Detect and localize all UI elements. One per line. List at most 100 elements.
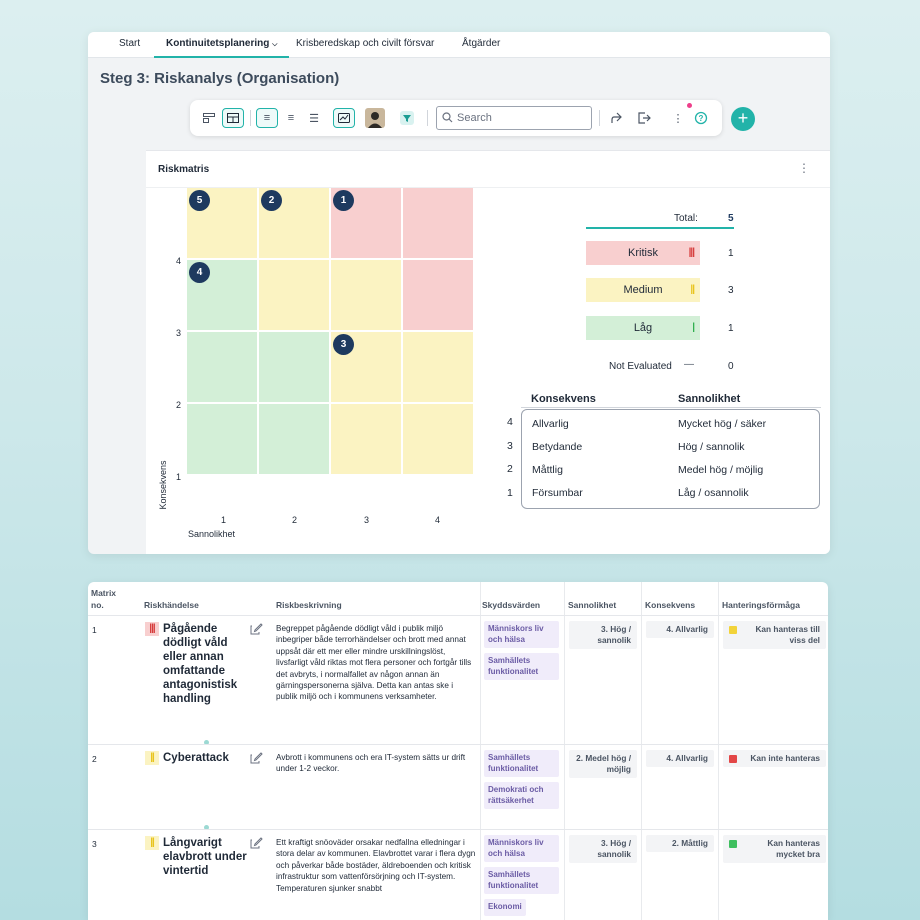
share-icon[interactable] — [606, 108, 628, 128]
search-input[interactable]: Search — [436, 106, 592, 130]
panel-title: Riskmatris — [158, 164, 210, 175]
y-tick-4: 4 — [176, 256, 182, 266]
nav-start[interactable]: Start — [119, 38, 141, 49]
filter-icon[interactable] — [396, 108, 418, 128]
matrix-cell[interactable] — [187, 332, 257, 402]
header-hanteringsformaga[interactable]: Hanteringsförmåga — [722, 600, 800, 610]
legend-lag-count: 1 — [728, 323, 734, 334]
scale-num-3: 3 — [507, 440, 513, 452]
matrix-cell[interactable] — [403, 404, 473, 474]
legend-lag[interactable]: Låg | — [586, 316, 700, 340]
legend-lag-bars: | — [692, 322, 695, 333]
skyddsvarde-tag: Ekonomi — [484, 899, 526, 916]
row-number: 3 — [92, 839, 97, 849]
card-view-icon[interactable] — [198, 108, 220, 128]
scale-konsekvens-2: Måttlig — [532, 464, 563, 476]
matrix-cell[interactable] — [331, 260, 401, 330]
skyddsvarde-tag: Demokrati och rättsäkerhet — [484, 782, 559, 809]
legend-kritisk[interactable]: Kritisk ||| — [586, 241, 700, 265]
col-divider — [564, 582, 565, 920]
matrix-cell[interactable] — [259, 404, 329, 474]
legend-lag-label: Låg — [633, 322, 653, 334]
hanteringsformaga-value: Kan hanteras mycket bra — [723, 835, 826, 863]
x-tick-4: 4 — [435, 515, 441, 525]
toolbar-separator — [250, 110, 251, 126]
nav-krisberedskap[interactable]: Krisberedskap och civilt försvar — [296, 38, 435, 49]
risk-marker[interactable]: 5 — [189, 190, 210, 211]
header-matrix-label: Matrix — [91, 588, 117, 598]
skyddsvarde-tag: Samhällets funktionalitet — [484, 867, 559, 894]
chevron-down-icon: ⌵ — [272, 41, 278, 48]
konsekvens-value: 4. Allvarlig — [646, 750, 714, 767]
x-tick-2: 2 — [292, 515, 298, 525]
header-riskhandelse[interactable]: Riskhändelse — [144, 600, 199, 610]
matrix-cell[interactable] — [259, 260, 329, 330]
edit-icon[interactable] — [250, 752, 263, 764]
matrix-cell[interactable] — [403, 332, 473, 402]
matrix-cell[interactable] — [187, 404, 257, 474]
legend-medium-count: 3 — [728, 285, 734, 296]
row-number: 1 — [92, 625, 97, 635]
header-matrix-no[interactable]: Matrix no. — [91, 587, 116, 611]
table-view-icon[interactable] — [222, 108, 244, 128]
matrix-cell[interactable] — [259, 332, 329, 402]
edit-icon[interactable] — [250, 837, 263, 849]
legend-kritisk-label: Kritisk — [628, 247, 658, 259]
page-title: Steg 3: Riskanalys (Organisation) — [100, 70, 340, 87]
panel-menu-icon[interactable]: ⋮ — [798, 161, 810, 175]
more-options-icon[interactable]: ⋮ — [672, 112, 684, 125]
density-compact-icon[interactable]: ≡ — [256, 108, 278, 128]
edit-icon[interactable] — [250, 623, 263, 635]
col-divider — [718, 582, 719, 920]
legend-kritisk-bars: ||| — [688, 247, 695, 258]
total-label: Total: — [674, 213, 698, 224]
x-axis-title: Sannolikhet — [188, 529, 236, 539]
risk-level-bars: || — [145, 836, 159, 850]
matrix-cell[interactable] — [403, 260, 473, 330]
scale-konsekvens-header: Konsekvens — [531, 393, 596, 405]
legend-not-evaluated[interactable]: Not Evaluated — [609, 361, 672, 372]
konsekvens-value: 4. Allvarlig — [646, 621, 714, 638]
matrix-cell[interactable] — [331, 404, 401, 474]
header-skyddsvarden[interactable]: Skyddsvärden — [482, 600, 541, 610]
risk-marker[interactable]: 2 — [261, 190, 282, 211]
density-medium-icon[interactable]: ≡ — [287, 112, 295, 124]
risk-event-title[interactable]: Pågående dödligt våld eller annan omfatt… — [163, 623, 238, 705]
risk-marker[interactable]: 4 — [189, 262, 210, 283]
risk-matrix-card: Start Kontinuitetsplanering ⌵ Krisbereds… — [88, 32, 830, 554]
density-large-icon[interactable]: ☰ — [309, 112, 319, 125]
risk-marker[interactable]: 1 — [333, 190, 354, 211]
skyddsvarde-tag: Människors liv och hälsa — [484, 835, 559, 862]
risk-event-title[interactable]: Cyberattack — [163, 752, 229, 764]
add-button[interactable]: + — [731, 107, 755, 131]
scale-konsekvens-3: Betydande — [532, 441, 583, 453]
x-tick-3: 3 — [364, 515, 370, 525]
export-icon[interactable] — [633, 108, 655, 128]
y-axis-title: Konsekvens — [158, 460, 168, 510]
user-avatar-icon[interactable] — [364, 108, 386, 128]
status-square — [729, 755, 737, 763]
header-riskbeskrivning[interactable]: Riskbeskrivning — [276, 600, 342, 610]
risk-event-title[interactable]: Långvarigt elavbrott under vintertid — [163, 837, 247, 877]
scale-num-1: 1 — [507, 487, 513, 499]
matrix-cell[interactable] — [403, 188, 473, 258]
scale-konsekvens-4: Allvarlig — [532, 418, 569, 430]
sannolikhet-value: 3. Hög / sannolik — [569, 621, 637, 649]
legend-not-evaluated-dash: — — [684, 359, 694, 370]
header-sannolikhet[interactable]: Sannolikhet — [568, 600, 617, 610]
search-placeholder: Search — [457, 112, 492, 124]
help-icon[interactable]: ? — [690, 108, 712, 128]
row-number: 2 — [92, 754, 97, 764]
header-konsekvens[interactable]: Konsekvens — [645, 600, 696, 610]
legend-medium[interactable]: Medium || — [586, 278, 700, 302]
risk-marker[interactable]: 3 — [333, 334, 354, 355]
resize-handle[interactable] — [204, 825, 209, 830]
nav-kontinuitetsplanering[interactable]: Kontinuitetsplanering ⌵ — [154, 32, 290, 58]
status-square — [729, 840, 737, 848]
header-no-label: no. — [91, 600, 104, 610]
nav-atgarder[interactable]: Åtgärder — [462, 38, 501, 49]
risk-level-bars: || — [145, 751, 159, 765]
chart-view-icon[interactable] — [333, 108, 355, 128]
resize-handle[interactable] — [204, 740, 209, 745]
scale-num-2: 2 — [507, 463, 513, 475]
